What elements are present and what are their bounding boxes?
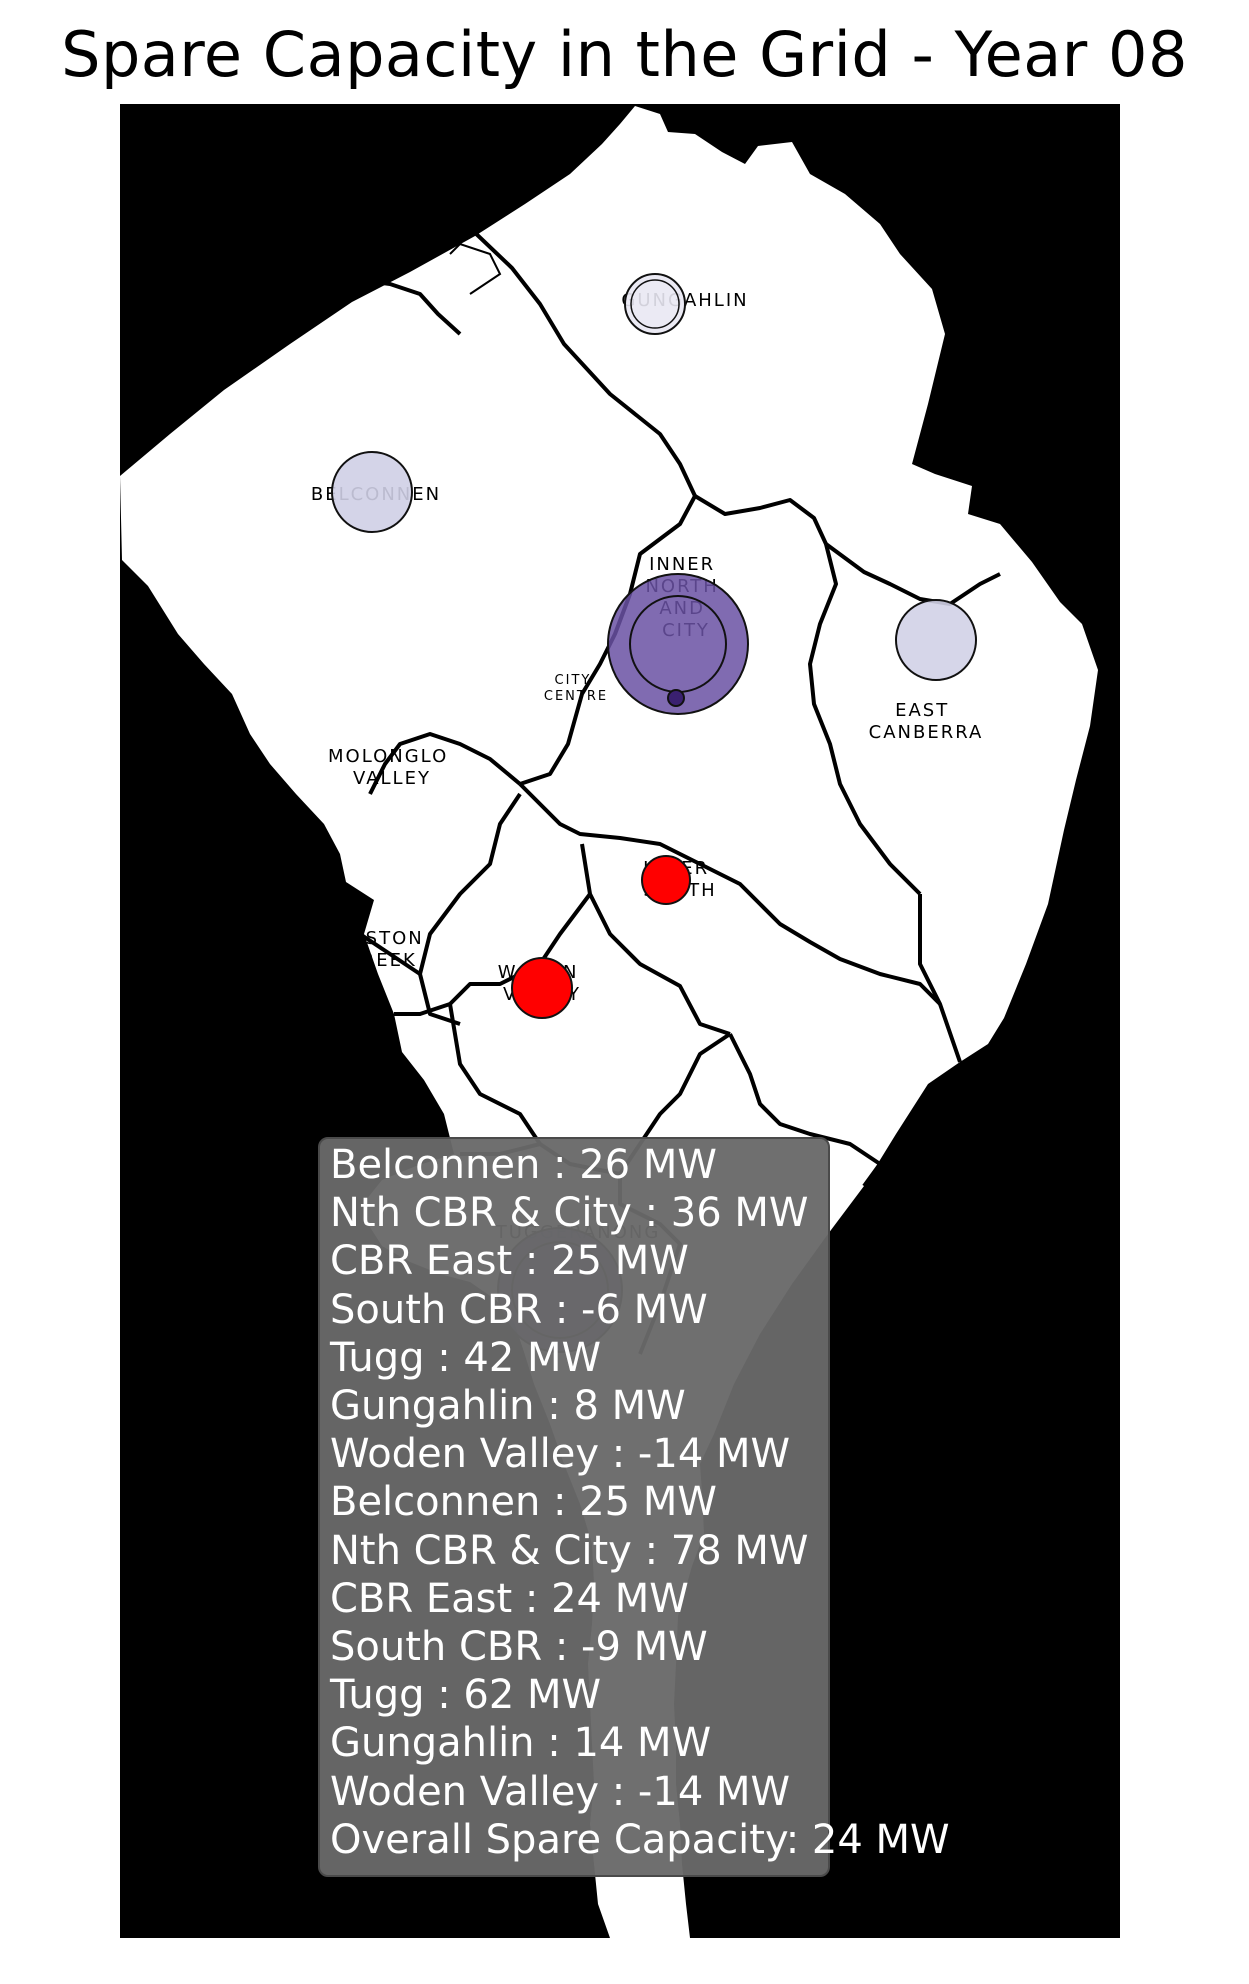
info-line: CBR East : 25 MW — [330, 1238, 689, 1285]
marker-woden[interactable] — [511, 957, 573, 1019]
info-line: Nth CBR & City : 78 MW — [330, 1527, 809, 1574]
info-line: Belconnen : 25 MW — [330, 1479, 717, 1526]
marker-city-dot — [667, 689, 685, 707]
info-line: Gungahlin : 8 MW — [330, 1383, 686, 1430]
overall-capacity: Overall Spare Capacity: 24 MW — [330, 1816, 950, 1863]
label-weston: WESTON CREEK — [333, 928, 432, 971]
info-line: Tugg : 62 MW — [330, 1672, 602, 1719]
label-east-canberra: EAST CANBERRA — [869, 700, 984, 743]
marker-belconnen[interactable] — [331, 451, 413, 533]
info-line: Tugg : 42 MW — [330, 1334, 602, 1381]
info-line: Belconnen : 26 MW — [330, 1142, 717, 1188]
road-line — [449, 242, 502, 295]
label-molonglo: MOLONGLO VALLEY — [328, 746, 456, 789]
marker-inner-south[interactable] — [641, 855, 691, 905]
page-title: Spare Capacity in the Grid - Year 08 — [61, 18, 1188, 91]
info-panel — [318, 1137, 830, 1877]
info-line: Woden Valley : -14 MW — [330, 1431, 791, 1478]
info-line: Nth CBR & City : 36 MW — [330, 1190, 809, 1237]
marker-inner-north[interactable] — [607, 573, 749, 715]
label-city-centre: CITY CENTRE — [544, 673, 608, 704]
info-line: Gungahlin : 14 MW — [330, 1720, 712, 1767]
marker-east-canberra[interactable] — [895, 599, 977, 681]
marker-gungahlin[interactable] — [624, 273, 686, 335]
info-line: South CBR : -9 MW — [330, 1624, 708, 1671]
info-line: CBR East : 24 MW — [330, 1575, 689, 1622]
info-line: Woden Valley : -14 MW — [330, 1768, 791, 1815]
district-borders — [358, 226, 1001, 1355]
info-line: South CBR : -6 MW — [330, 1286, 708, 1333]
info-lines: Belconnen : 26 MW Nth CBR & City : 36 MW… — [330, 1141, 950, 1864]
marker-gungahlin-inner — [630, 279, 680, 329]
